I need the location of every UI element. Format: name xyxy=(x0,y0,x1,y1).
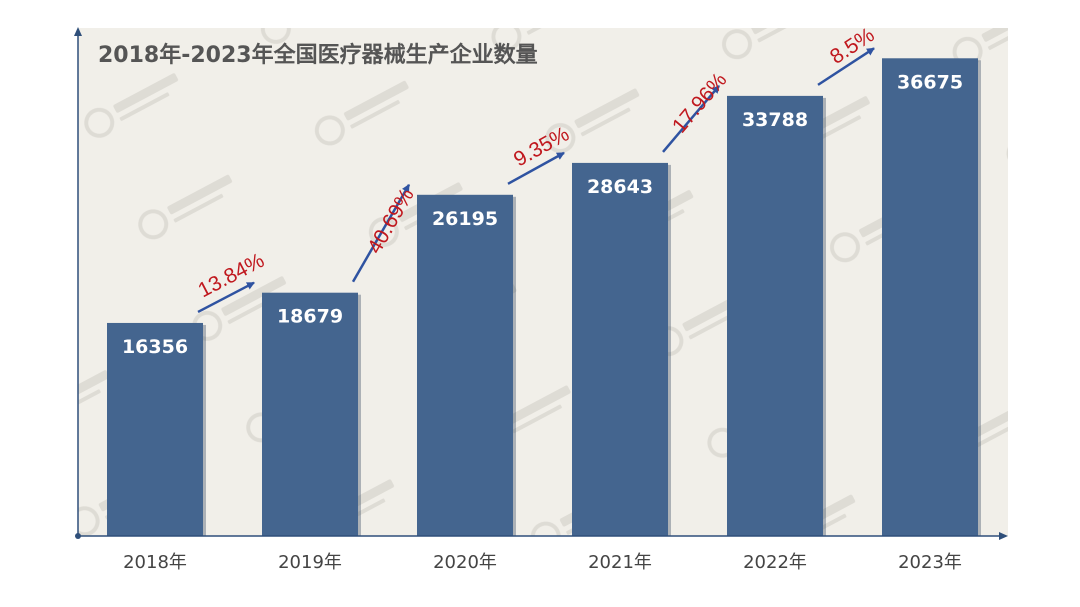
x-tick-label: 2023年 xyxy=(898,552,962,573)
bar-labels-group: 16356 18679 26195 28643 33788 36675 xyxy=(122,71,963,358)
x-tick-label: 2022年 xyxy=(743,552,807,573)
bar-2019年 xyxy=(262,292,358,536)
bar-data-label: 18679 xyxy=(277,306,343,328)
bar-2018年 xyxy=(107,322,203,536)
bar-2021年 xyxy=(572,162,668,537)
bars-group xyxy=(107,58,981,537)
bar-data-label: 16356 xyxy=(122,336,188,358)
growth-arrow-icon xyxy=(662,85,720,153)
chart-title: 2018年-2023年全国医疗器械生产企业数量 xyxy=(98,42,538,68)
y-axis-arrow-icon xyxy=(74,27,82,36)
growth-arrow-icon xyxy=(197,281,255,314)
bar-2023年 xyxy=(882,58,978,537)
bar-data-label: 33788 xyxy=(742,109,808,131)
bar-data-label: 28643 xyxy=(587,176,653,198)
bar-data-label: 26195 xyxy=(432,208,498,230)
x-tick-label: 2020年 xyxy=(433,552,497,573)
bar-data-label: 36675 xyxy=(897,71,963,93)
x-axis-arrow-icon xyxy=(999,532,1008,540)
x-tick-label: 2018年 xyxy=(123,552,187,573)
growth-arrow-icon xyxy=(507,151,565,185)
growth-arrow-icon xyxy=(817,47,875,86)
axis-origin-dot xyxy=(75,533,81,539)
bar-2022年 xyxy=(727,95,823,536)
x-tick-label: 2019年 xyxy=(278,552,342,573)
x-tick-label: 2021年 xyxy=(588,552,652,573)
x-tick-labels-group: 2018年 2019年 2020年 2021年 2022年 2023年 xyxy=(123,552,962,573)
watermark-layer xyxy=(78,28,1008,536)
growth-arrow-icon xyxy=(351,183,411,283)
bar-2020年 xyxy=(417,194,513,536)
